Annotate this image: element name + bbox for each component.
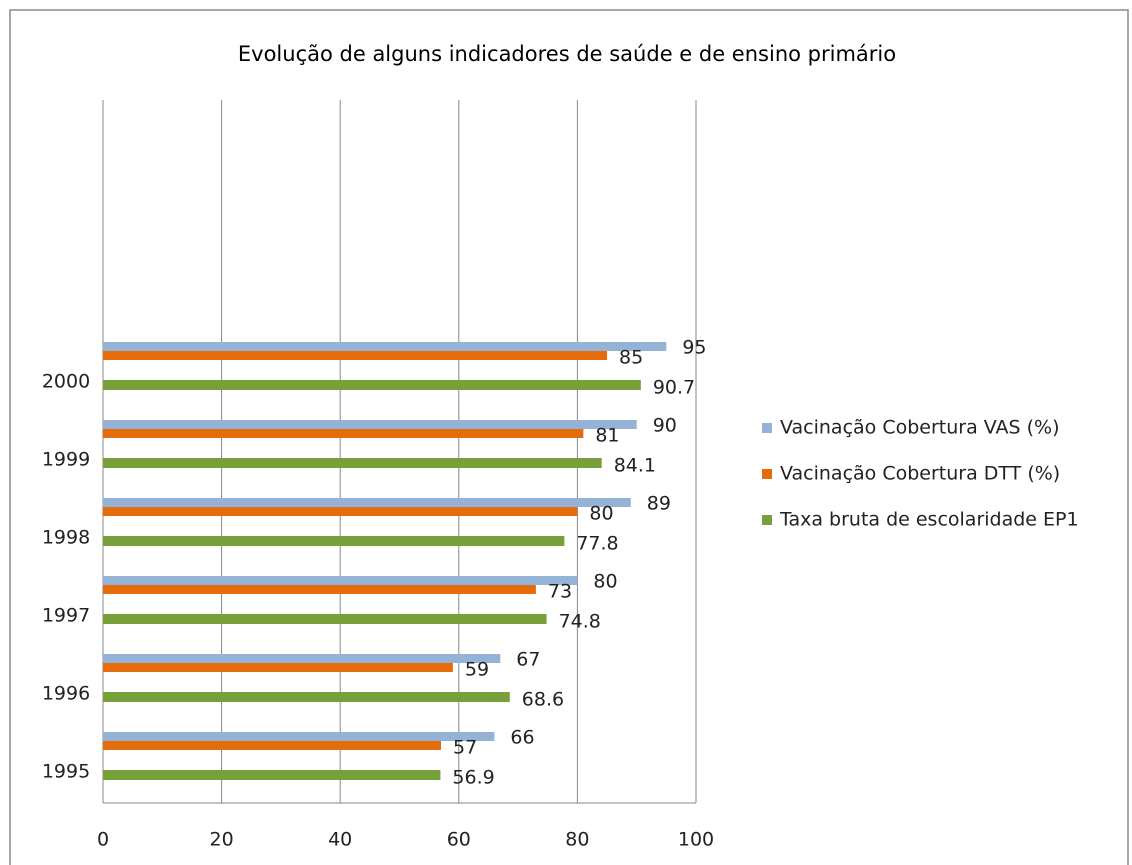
x-tick-label: 20 (210, 829, 234, 851)
data-label: 77.8 (576, 533, 618, 555)
data-label: 95 (682, 337, 706, 359)
bar (103, 420, 637, 429)
data-label: 74.8 (559, 611, 601, 633)
bar (103, 576, 578, 585)
data-label: 84.1 (614, 455, 656, 477)
bar (103, 585, 536, 594)
data-label: 68.6 (522, 689, 564, 711)
bar (103, 429, 584, 438)
bar (103, 770, 441, 780)
bar (103, 692, 510, 702)
bar (103, 458, 602, 468)
legend-marker (762, 423, 772, 433)
data-label: 73 (548, 581, 572, 603)
data-label: 81 (595, 425, 619, 447)
data-label: 80 (589, 503, 613, 525)
y-tick-label: 1998 (42, 527, 90, 549)
bar (103, 380, 641, 390)
bar (103, 654, 501, 663)
bar (103, 741, 442, 750)
bar (103, 614, 547, 624)
legend-label: Taxa bruta de escolaridade EP1 (779, 509, 1079, 531)
x-tick-label: 40 (328, 829, 352, 851)
data-label: 66 (510, 727, 534, 749)
x-tick-label: 80 (565, 829, 589, 851)
y-tick-label: 1996 (42, 683, 90, 705)
bar (103, 663, 453, 672)
data-label: 90 (653, 415, 677, 437)
data-label: 89 (647, 493, 671, 515)
legend-marker (762, 515, 772, 525)
bar (103, 732, 495, 741)
y-tick-label: 1999 (42, 449, 90, 471)
x-tick-label: 100 (678, 829, 714, 851)
data-label: 67 (516, 649, 540, 671)
x-tick-label: 0 (97, 829, 109, 851)
bar (103, 507, 578, 516)
data-label: 59 (465, 659, 489, 681)
legend-marker (762, 469, 772, 479)
chart-title: Evolução de alguns indicadores de saúde … (238, 42, 896, 66)
bar (103, 351, 608, 360)
data-label: 57 (453, 737, 477, 759)
chart-border (9, 9, 1129, 865)
y-tick-label: 1997 (42, 605, 90, 627)
y-tick-label: 2000 (42, 371, 90, 393)
data-label: 80 (593, 571, 617, 593)
legend-label: Vacinação Cobertura VAS (%) (780, 417, 1060, 439)
bar (103, 536, 565, 546)
x-tick-label: 60 (447, 829, 471, 851)
bar (103, 498, 631, 507)
data-label: 90.7 (653, 377, 695, 399)
legend-label: Vacinação Cobertura DTT (%) (780, 463, 1060, 485)
data-label: 85 (619, 347, 643, 369)
y-tick-label: 1995 (42, 761, 90, 783)
bar (103, 342, 667, 351)
data-label: 56.9 (452, 767, 494, 789)
